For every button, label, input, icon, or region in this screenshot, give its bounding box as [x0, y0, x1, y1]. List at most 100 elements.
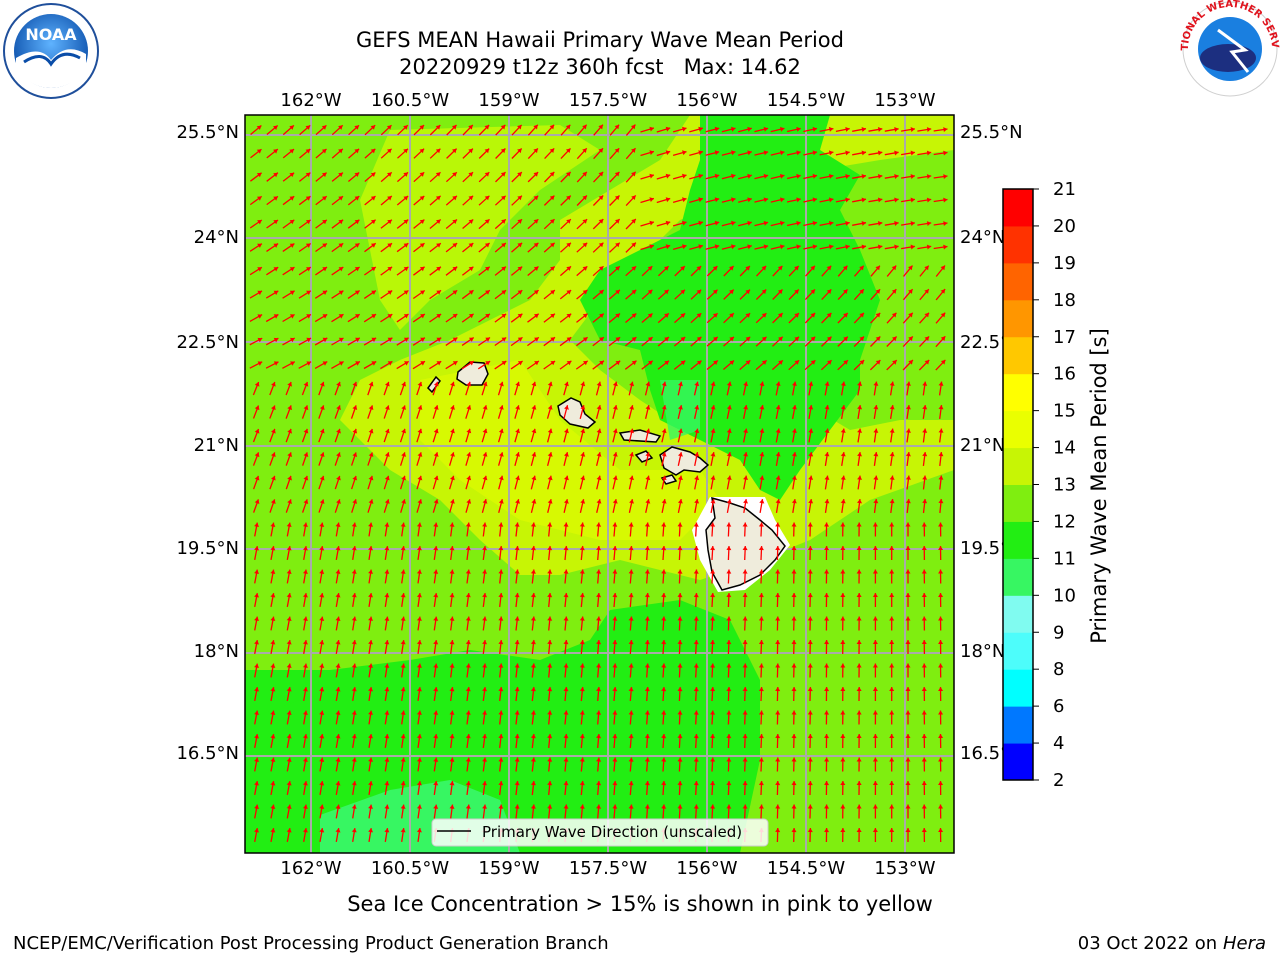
direction-arrowhead	[677, 522, 683, 527]
direction-arrowhead	[387, 361, 393, 366]
direction-arrowhead	[254, 569, 259, 574]
direction-arrowhead	[596, 522, 602, 527]
direction-arrowhead	[758, 781, 764, 786]
direction-arrowhead	[547, 663, 553, 668]
direction-arrowhead	[514, 593, 520, 598]
direction-arrowhead	[305, 149, 311, 154]
direction-arrowhead	[566, 266, 571, 271]
direction-arrowhead	[336, 381, 341, 387]
direction-arrowhead	[482, 593, 487, 598]
direction-arrowhead	[872, 710, 878, 715]
direction-arrowhead	[872, 522, 878, 527]
direction-arrowhead	[306, 314, 311, 319]
direction-arrowhead	[449, 546, 455, 551]
direction-arrowhead	[938, 757, 944, 762]
direction-arrowhead	[566, 337, 572, 342]
direction-arrowhead	[387, 148, 392, 154]
direction-arrowhead	[468, 243, 474, 248]
direction-arrowhead	[433, 546, 439, 551]
map-title-line2: 20220929 t12z 360h fcst Max: 14.62	[399, 55, 801, 79]
direction-arrowhead	[824, 710, 830, 715]
direction-arrowhead	[449, 569, 455, 574]
direction-arrowhead	[872, 828, 878, 832]
direction-arrowhead	[420, 314, 425, 319]
direction-arrowhead	[644, 546, 650, 551]
direction-arrowhead	[433, 593, 439, 598]
direction-arrowhead	[840, 381, 846, 386]
direction-arrowhead	[270, 546, 276, 551]
lon-label-bottom: 156°W	[676, 858, 737, 879]
direction-arrowhead	[698, 173, 703, 179]
direction-arrowhead	[338, 314, 344, 319]
direction-arrowhead	[861, 150, 866, 156]
direction-arrowhead	[926, 197, 932, 203]
direction-arrowhead	[812, 197, 817, 203]
direction-arrowhead	[566, 172, 571, 177]
direction-arrowhead	[644, 757, 650, 762]
direction-arrowhead	[306, 267, 311, 272]
direction-arrowhead	[682, 126, 687, 132]
direction-arrowhead	[726, 452, 732, 457]
direction-arrowhead	[433, 663, 439, 668]
direction-arrowhead	[484, 243, 490, 248]
direction-arrowhead	[547, 475, 553, 481]
direction-arrowhead	[582, 290, 588, 295]
direction-arrowhead	[371, 337, 377, 343]
direction-arrowhead	[791, 546, 797, 551]
direction-arrowhead	[745, 266, 750, 271]
direction-arrowhead	[338, 267, 344, 272]
direction-arrowhead	[401, 475, 406, 481]
direction-arrowhead	[661, 522, 667, 527]
direction-arrowhead	[420, 361, 425, 366]
direction-arrowhead	[763, 197, 769, 203]
direction-arrowhead	[910, 174, 915, 179]
direction-arrowhead	[417, 428, 423, 434]
direction-arrowhead	[433, 428, 439, 434]
direction-arrowhead	[498, 546, 504, 551]
direction-arrowhead	[498, 616, 504, 621]
direction-arrowhead	[482, 781, 487, 786]
direction-arrowhead	[368, 757, 373, 762]
direction-arrowhead	[726, 593, 732, 598]
direction-arrowhead	[807, 828, 813, 833]
direction-arrowhead	[338, 337, 344, 343]
direction-arrowhead	[286, 710, 292, 715]
direction-arrowhead	[761, 336, 767, 342]
direction-arrowhead	[861, 244, 866, 250]
direction-arrowhead	[824, 734, 830, 739]
direction-arrowhead	[482, 640, 487, 645]
direction-arrowhead	[649, 126, 654, 132]
direction-arrowhead	[384, 757, 390, 762]
direction-arrowhead	[694, 499, 700, 504]
lon-label-top: 156°W	[676, 90, 737, 111]
direction-arrowhead	[401, 405, 406, 410]
direction-arrowhead	[938, 569, 944, 574]
direction-arrowhead	[693, 522, 699, 527]
direction-arrowhead	[938, 522, 944, 527]
direction-arrowhead	[273, 125, 278, 130]
direction-arrowhead	[742, 616, 748, 621]
direction-arrowhead	[796, 244, 801, 250]
direction-arrowhead	[563, 663, 569, 668]
direction-arrowhead	[938, 546, 944, 550]
direction-arrowhead	[726, 381, 732, 387]
direction-arrowhead	[370, 172, 376, 177]
direction-arrowhead	[286, 734, 292, 739]
direction-arrowhead	[794, 289, 799, 295]
direction-arrowhead	[351, 734, 357, 739]
direction-arrowhead	[872, 781, 878, 785]
direction-arrowhead	[452, 290, 458, 295]
direction-arrowhead	[533, 195, 539, 201]
direction-arrowhead	[270, 616, 276, 621]
direction-arrowhead	[729, 360, 734, 365]
direction-arrowhead	[840, 593, 846, 597]
direction-arrowhead	[808, 452, 814, 457]
direction-arrowhead	[384, 452, 390, 457]
direction-arrowhead	[938, 381, 944, 386]
direction-arrowhead	[856, 522, 862, 527]
direction-arrowhead	[614, 148, 620, 153]
direction-arrowhead	[710, 452, 716, 457]
direction-arrowhead	[433, 522, 439, 527]
direction-arrowhead	[599, 313, 604, 318]
direction-arrowhead	[664, 360, 669, 366]
